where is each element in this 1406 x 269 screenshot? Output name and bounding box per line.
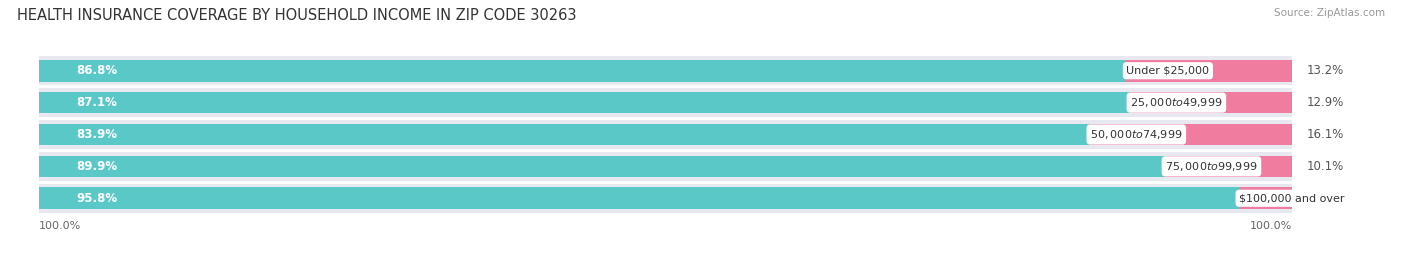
Bar (1166, 155, 1292, 177)
Text: 16.1%: 16.1% (1306, 128, 1344, 141)
Bar (1130, 92, 1292, 114)
Text: 12.9%: 12.9% (1306, 96, 1344, 109)
Bar (39, 60, 1126, 82)
Text: $25,000 to $49,999: $25,000 to $49,999 (1130, 96, 1223, 109)
Bar (39, 187, 1239, 209)
Bar (39, 184, 1292, 213)
Bar (39, 88, 1292, 117)
Text: 10.1%: 10.1% (1306, 160, 1344, 173)
Text: Under $25,000: Under $25,000 (1126, 66, 1209, 76)
Bar (1239, 187, 1292, 209)
Text: 95.8%: 95.8% (77, 192, 118, 205)
Bar (39, 92, 1130, 114)
Bar (39, 155, 1166, 177)
Bar (39, 124, 1090, 145)
Text: 13.2%: 13.2% (1306, 64, 1344, 77)
Bar (1090, 124, 1292, 145)
Bar (39, 120, 1292, 149)
Text: $50,000 to $74,999: $50,000 to $74,999 (1090, 128, 1182, 141)
Text: 86.8%: 86.8% (77, 64, 118, 77)
Text: $75,000 to $99,999: $75,000 to $99,999 (1166, 160, 1258, 173)
Bar (1126, 60, 1292, 82)
Text: 89.9%: 89.9% (77, 160, 118, 173)
Text: Source: ZipAtlas.com: Source: ZipAtlas.com (1274, 8, 1385, 18)
Text: 100.0%: 100.0% (1250, 221, 1292, 231)
Text: 83.9%: 83.9% (77, 128, 118, 141)
Text: HEALTH INSURANCE COVERAGE BY HOUSEHOLD INCOME IN ZIP CODE 30263: HEALTH INSURANCE COVERAGE BY HOUSEHOLD I… (17, 8, 576, 23)
Bar (39, 56, 1292, 85)
Text: 87.1%: 87.1% (77, 96, 118, 109)
Text: 100.0%: 100.0% (39, 221, 82, 231)
Text: 4.2%: 4.2% (1306, 192, 1337, 205)
Bar (39, 152, 1292, 181)
Text: $100,000 and over: $100,000 and over (1239, 193, 1344, 203)
